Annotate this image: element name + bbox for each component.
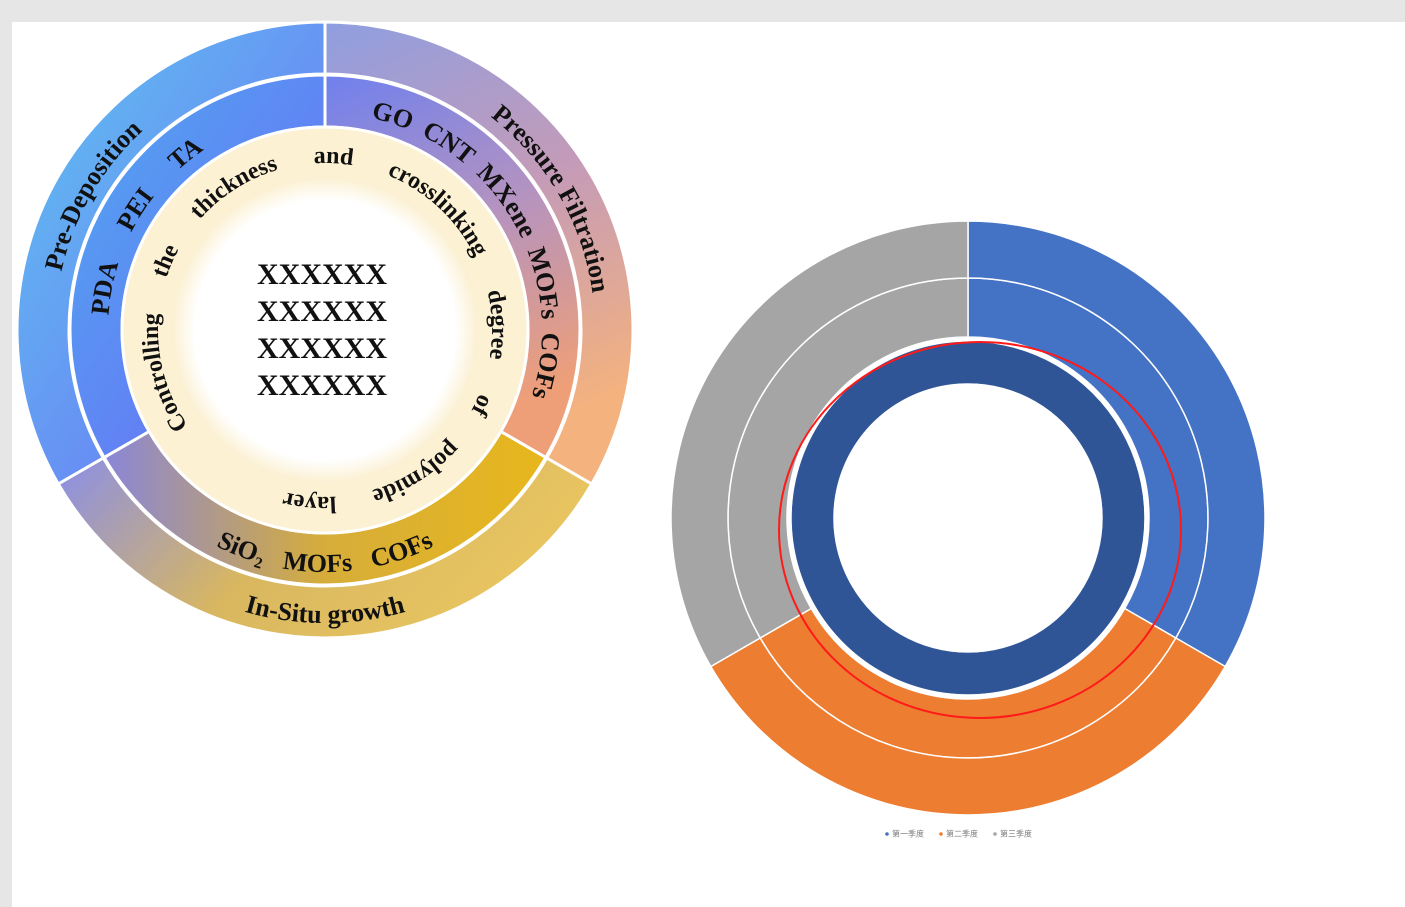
center-text: XXXXXX	[257, 295, 387, 328]
legend-marker	[885, 832, 889, 836]
legend-marker	[993, 832, 997, 836]
center-text: XXXXXX	[257, 332, 387, 365]
doughnut-segment	[967, 220, 1266, 668]
center-text: XXXXXX	[257, 258, 387, 291]
legend-label: 第三季度	[1000, 829, 1032, 839]
diagram: Pre-Deposition Pressure FiltrationIn-Situ…	[15, 20, 635, 640]
doughnut-segment	[967, 341, 1145, 607]
legend-label: 第一季度	[892, 829, 924, 839]
doughnut-segment	[670, 220, 969, 668]
center-disc	[172, 177, 478, 483]
chart: 第一季度 第二季度 第三季度	[670, 220, 1266, 839]
center-text: XXXXXX	[257, 369, 387, 402]
doughnut-segment	[709, 636, 1227, 816]
legend-marker	[939, 832, 943, 836]
highlight-circle	[778, 341, 1182, 719]
doughnut-segment	[815, 585, 1121, 695]
legend-label: 第二季度	[946, 829, 978, 839]
